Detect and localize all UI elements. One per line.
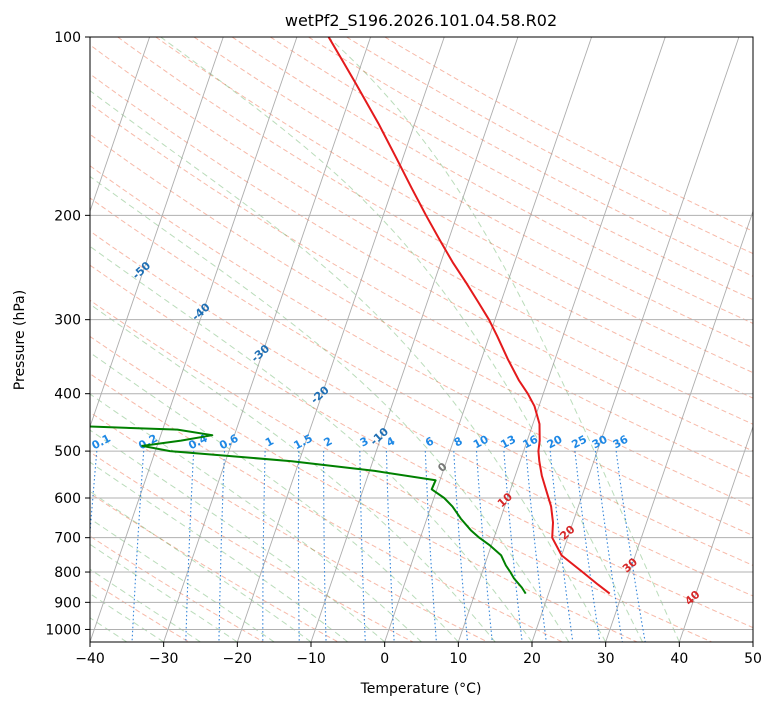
isotherm-line bbox=[0, 37, 2, 642]
x-axis-title: Temperature (°C) bbox=[360, 681, 482, 697]
mixing-ratio-line bbox=[132, 451, 144, 642]
x-tick-label: 0 bbox=[380, 651, 389, 667]
mixing-ratio-line bbox=[82, 451, 97, 642]
isotherm-line bbox=[753, 37, 775, 642]
moist-adiabat bbox=[0, 37, 348, 642]
isotherm-label: -30 bbox=[249, 342, 273, 365]
dry-adiabat bbox=[0, 37, 775, 642]
dry-adiabat bbox=[385, 37, 775, 642]
mixing-ratio-label: 0.1 bbox=[90, 432, 113, 453]
y-tick-label: 100 bbox=[54, 30, 81, 46]
x-tick-label: −30 bbox=[149, 651, 179, 667]
mixing-ratio-line bbox=[504, 451, 522, 642]
y-tick-label: 200 bbox=[54, 208, 81, 224]
mixing-ratio-line bbox=[550, 451, 573, 642]
y-tick-label: 900 bbox=[54, 595, 81, 611]
mixing-ratio-label: 0.6 bbox=[217, 432, 241, 453]
x-tick-label: 40 bbox=[670, 651, 688, 667]
isotherm-line bbox=[606, 37, 775, 642]
dry-adiabat bbox=[118, 37, 775, 642]
dry-adiabat bbox=[0, 37, 338, 642]
moist-adiabat bbox=[0, 37, 311, 642]
dry-adiabat bbox=[0, 37, 712, 642]
mixing-ratio-line bbox=[454, 451, 468, 642]
x-tick-label: −10 bbox=[296, 651, 326, 667]
isotherm-line bbox=[532, 37, 739, 642]
mixing-ratio-label: 10 bbox=[471, 433, 491, 452]
x-tick-label: 10 bbox=[449, 651, 467, 667]
x-tick-label: −20 bbox=[223, 651, 253, 667]
dry-adiabat bbox=[156, 37, 775, 642]
mixing-ratio-line bbox=[595, 451, 622, 642]
y-axis-title: Pressure (hPa) bbox=[12, 290, 28, 390]
mixing-ratio-line bbox=[219, 451, 225, 642]
y-tick-label: 1000 bbox=[45, 622, 81, 638]
moist-adiabat bbox=[161, 37, 643, 642]
mixing-ratio-label: 13 bbox=[498, 433, 518, 452]
mixing-ratio-label: 2 bbox=[322, 434, 335, 449]
mixing-ratio-line bbox=[263, 451, 265, 642]
mixing-ratio-line bbox=[360, 451, 366, 642]
isotherm-line bbox=[458, 37, 665, 642]
mixing-ratio-label: 16 bbox=[521, 433, 541, 452]
mixing-ratio-label: 8 bbox=[452, 434, 465, 449]
isotherm-line bbox=[90, 37, 297, 642]
y-tick-label: 700 bbox=[54, 531, 81, 547]
dry-adiabat bbox=[0, 37, 413, 642]
mixing-ratio-label: 25 bbox=[569, 433, 589, 452]
mixing-ratio-label: 1 bbox=[263, 434, 276, 449]
x-tick-label: 30 bbox=[597, 651, 615, 667]
isotherm-line bbox=[164, 37, 371, 642]
chart-title: wetPf2_S196.2026.101.04.58.R02 bbox=[285, 11, 557, 31]
dry-adiabat bbox=[232, 37, 775, 642]
isotherm-label: -20 bbox=[308, 383, 332, 406]
x-tick-label: 50 bbox=[744, 651, 762, 667]
profile-lines bbox=[0, 37, 610, 594]
isotherm-line bbox=[311, 37, 518, 642]
mixing-ratio-label: 20 bbox=[545, 433, 565, 452]
isotherm-label: 10 bbox=[495, 490, 515, 510]
dry-adiabat bbox=[80, 37, 775, 642]
mixing-ratio-line bbox=[298, 451, 299, 642]
dry-adiabat bbox=[41, 37, 775, 642]
mixing-ratio-line bbox=[324, 451, 327, 642]
isotherm-label: 0 bbox=[435, 460, 450, 475]
mixing-ratio-label: 1.5 bbox=[292, 432, 315, 453]
isotherm-label: -50 bbox=[130, 259, 154, 282]
mixing-ratio-label: 4 bbox=[384, 434, 397, 449]
background-lines bbox=[0, 37, 775, 642]
dry-adiabat bbox=[0, 37, 189, 642]
x-tick-label: −40 bbox=[75, 651, 105, 667]
isotherm-label: 20 bbox=[557, 523, 577, 543]
isotherm-label: 40 bbox=[682, 588, 702, 608]
mixing-ratio-line bbox=[186, 451, 194, 642]
y-tick-label: 600 bbox=[54, 491, 81, 507]
dry-adiabat bbox=[0, 37, 775, 642]
dry-adiabat bbox=[0, 37, 775, 642]
dry-adiabat bbox=[270, 37, 775, 642]
y-tick-label: 400 bbox=[54, 387, 81, 403]
mixing-ratio-label: 36 bbox=[611, 433, 631, 452]
moist-adiabat bbox=[0, 37, 422, 642]
isotherm-label: -70 bbox=[11, 176, 35, 199]
moist-adiabat bbox=[0, 37, 495, 642]
y-tick-label: 500 bbox=[54, 444, 81, 460]
dry-adiabat bbox=[0, 37, 264, 642]
x-tick-label: 20 bbox=[523, 651, 541, 667]
dry-adiabat bbox=[0, 37, 775, 642]
y-tick-label: 800 bbox=[54, 565, 81, 581]
isotherm-line bbox=[679, 37, 775, 642]
dry-adiabat bbox=[0, 37, 775, 642]
y-tick-label: 300 bbox=[54, 313, 81, 329]
isotherm-line bbox=[16, 37, 223, 642]
